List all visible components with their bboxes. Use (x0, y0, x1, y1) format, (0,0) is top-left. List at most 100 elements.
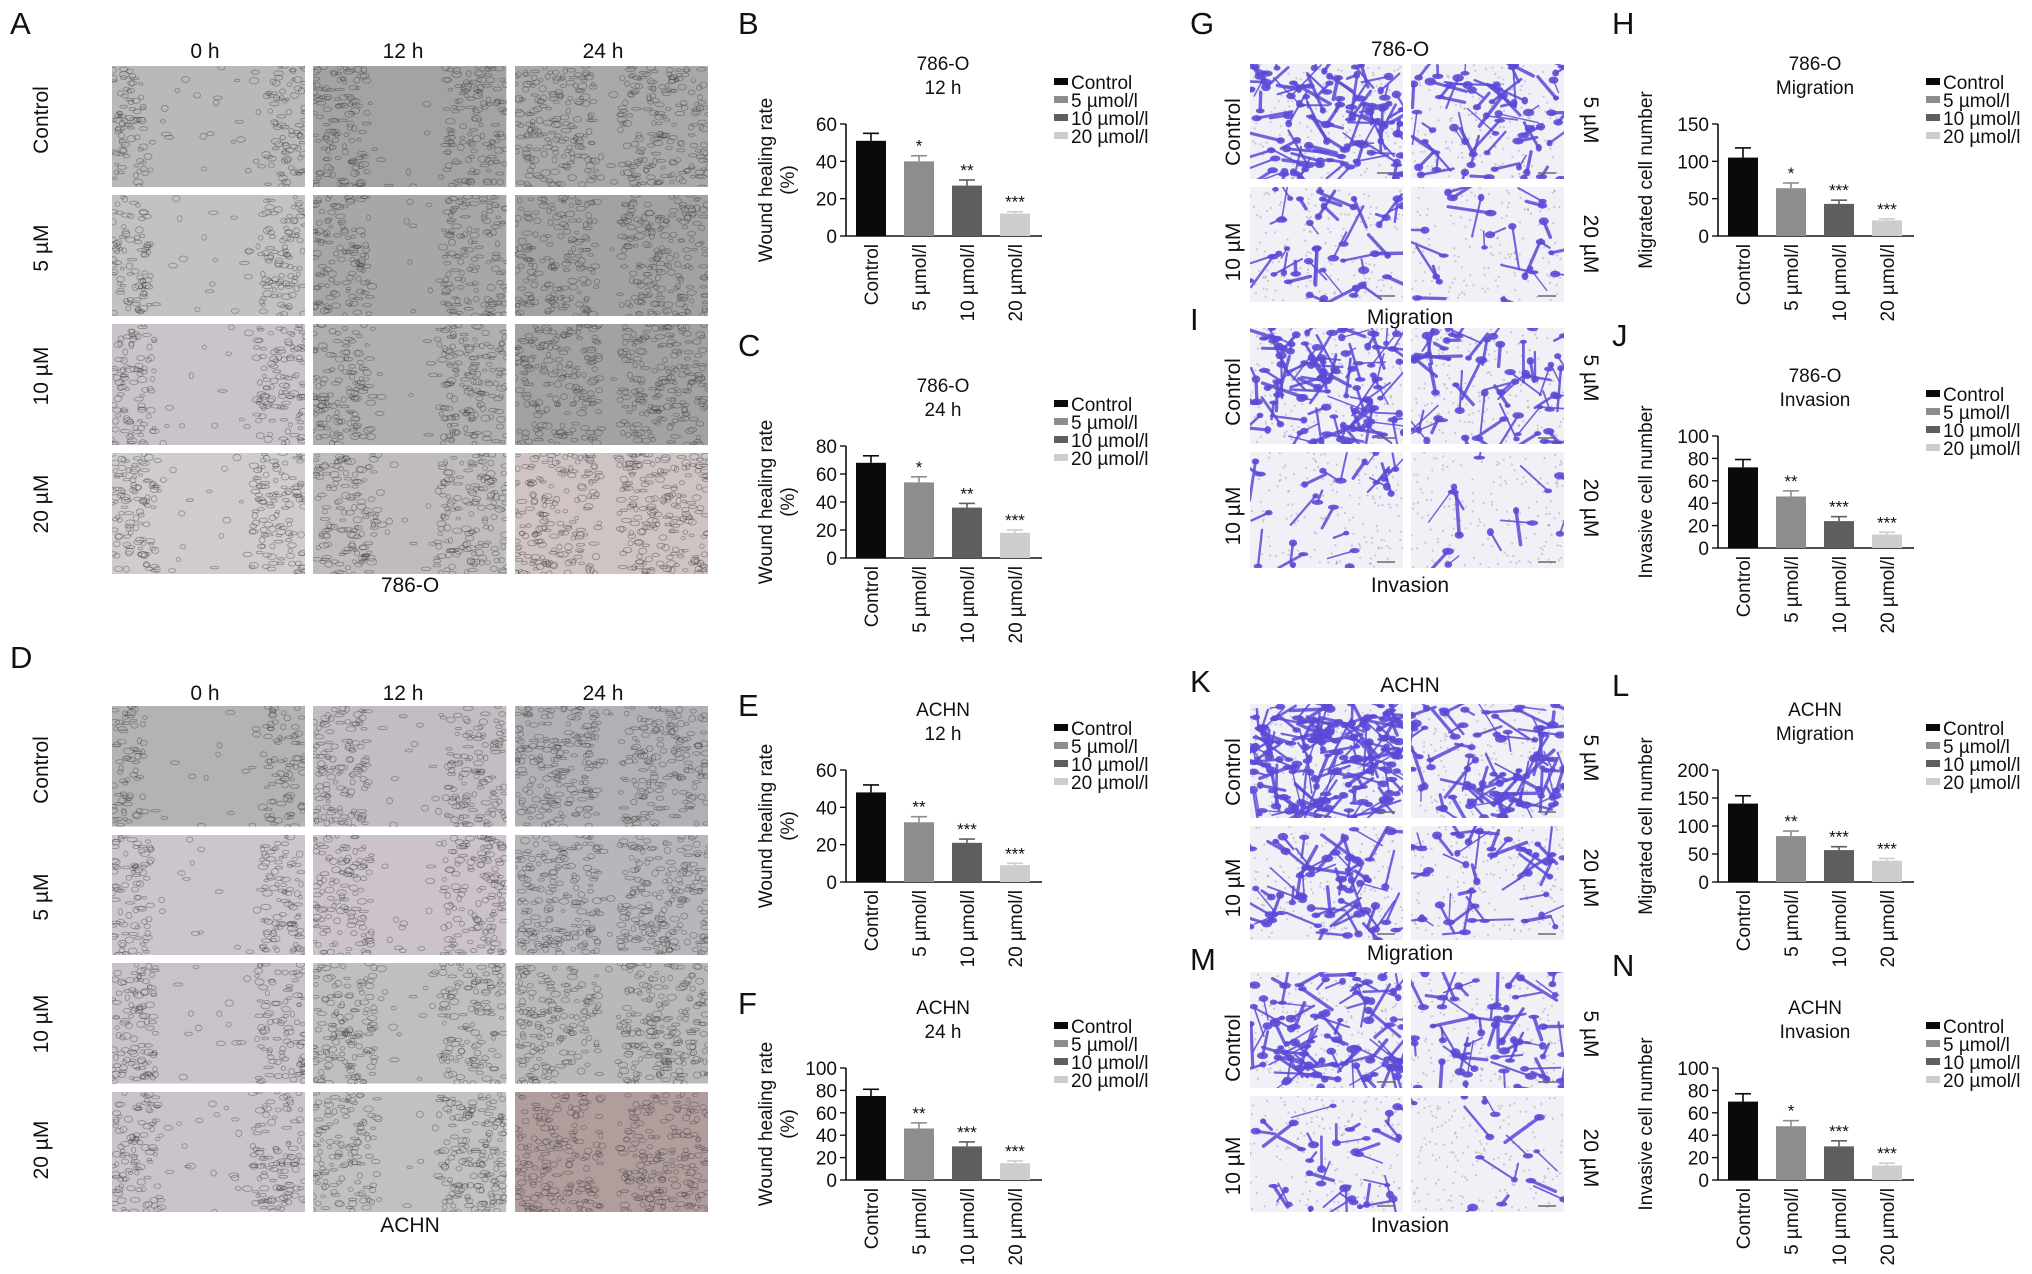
wound-micrograph (514, 706, 708, 827)
category-label: Control (862, 1188, 883, 1249)
bar (856, 792, 886, 882)
wound-micrograph (514, 324, 708, 445)
panel-letter-h: H (1612, 6, 1635, 41)
y-tick-label: 100 (805, 1059, 837, 1080)
panel-letter-c: C (738, 328, 761, 363)
category-label: 5 µmol/l (910, 1188, 931, 1255)
bar (1000, 532, 1030, 558)
chart-title: 786-O (917, 376, 970, 397)
panel-letter-f: F (738, 986, 757, 1021)
legend-swatch (1054, 760, 1068, 767)
bar-chart-achn-12h: 0 20 40 60 Wound healing rate (%) ACHN 12 h Cont… (756, 700, 1148, 967)
category-label: 5 µmol/l (1782, 1188, 1803, 1255)
legend-swatch (1054, 778, 1068, 785)
tw-row-label-10um-k: 10 µM (1222, 858, 1245, 918)
y-tick-label: 60 (1688, 1104, 1709, 1125)
bar (856, 1096, 886, 1180)
bar (1872, 1165, 1902, 1180)
panel-letter-i: I (1190, 302, 1199, 337)
caption-786o-transwell: 786-O (1370, 38, 1430, 61)
transwell-micrograph (1411, 452, 1564, 568)
bar (1824, 521, 1854, 548)
bar (1000, 1163, 1030, 1180)
wound-micrograph (313, 706, 507, 827)
row-label-20um-a: 20 µM (30, 474, 53, 534)
legend-label: Control (1071, 73, 1132, 94)
category-label: 10 µmol/l (958, 1188, 979, 1265)
y-tick-label: 80 (816, 437, 837, 458)
bar (952, 507, 982, 558)
significance-marker: ** (1784, 812, 1798, 831)
legend-swatch (1926, 390, 1940, 397)
legend-label: 20 µmol/l (1071, 127, 1148, 148)
legend-label: 20 µmol/l (1943, 773, 2020, 794)
legend-label: 5 µmol/l (1071, 91, 1138, 112)
y-axis-label: Wound healing rate (756, 744, 777, 908)
wound-micrograph (112, 963, 306, 1084)
bar (1824, 1146, 1854, 1180)
legend-label: 10 µmol/l (1943, 1053, 2020, 1074)
bar (1728, 467, 1758, 548)
transwell-micrograph (1250, 328, 1403, 444)
significance-marker: ** (960, 484, 974, 503)
legend-swatch (1926, 1076, 1940, 1083)
legend-swatch (1926, 132, 1940, 139)
legend-label: Control (1943, 385, 2004, 406)
y-tick-label: 20 (816, 1149, 837, 1170)
wound-micrograph (313, 1091, 507, 1212)
y-tick-label: 20 (1688, 517, 1709, 538)
legend-swatch (1926, 724, 1940, 731)
tw-row-label-control-i: Control (1222, 358, 1245, 426)
bar (856, 462, 886, 558)
transwell-micrograph (1411, 64, 1564, 179)
transwell-micrograph (1250, 1096, 1403, 1212)
caption-786o-migration: Migration (1366, 306, 1454, 329)
category-label: Control (1734, 1188, 1755, 1249)
bar (904, 822, 934, 882)
significance-marker: *** (957, 1123, 977, 1142)
legend-label: 10 µmol/l (1071, 109, 1148, 130)
significance-marker: *** (1005, 844, 1025, 863)
legend-swatch (1054, 78, 1068, 85)
legend-swatch (1054, 742, 1068, 749)
bar (1728, 803, 1758, 882)
category-label: 20 µmol/l (1878, 1188, 1899, 1265)
significance-marker: *** (1005, 1142, 1025, 1161)
category-label: 20 µmol/l (1006, 1188, 1027, 1265)
category-label: 5 µmol/l (910, 890, 931, 957)
tw-row-label-5um-g: 5 µM (1579, 96, 1602, 144)
y-tick-label: 40 (1688, 494, 1709, 515)
chart-title: 786-O (1789, 54, 1842, 75)
wound-micrograph (313, 66, 507, 187)
transwell-grid-achn-migration (1250, 704, 1564, 940)
significance-marker: ** (1784, 472, 1798, 491)
tw-row-label-control-k: Control (1222, 738, 1245, 806)
y-tick-label: 100 (1677, 1059, 1709, 1080)
transwell-micrograph (1250, 452, 1403, 568)
significance-marker: *** (1877, 513, 1897, 532)
significance-marker: *** (1005, 511, 1025, 530)
row-label-10um-d: 10 µM (30, 994, 53, 1054)
chart-subtitle: Invasion (1780, 1022, 1851, 1043)
wound-micrograph (514, 1091, 708, 1212)
significance-marker: * (1788, 164, 1795, 183)
significance-marker: *** (1877, 1144, 1897, 1163)
transwell-micrograph (1411, 704, 1564, 818)
panel-letter-k: K (1190, 664, 1211, 699)
tw-row-label-5um-i: 5 µM (1579, 354, 1602, 402)
wound-micrograph (112, 834, 306, 955)
legend-label: Control (1943, 719, 2004, 740)
transwell-micrograph (1250, 64, 1403, 179)
tw-row-label-20um-m: 20 µM (1579, 1128, 1602, 1188)
y-tick-label: 60 (816, 761, 837, 782)
chart-subtitle: Migration (1776, 724, 1854, 745)
category-label: Control (1734, 890, 1755, 951)
wound-healing-grid-achn (112, 706, 708, 1212)
bar (1872, 860, 1902, 882)
panel-letter-e: E (738, 688, 759, 723)
category-label: 10 µmol/l (958, 890, 979, 967)
wound-micrograph (514, 453, 708, 574)
bar-chart-achn-migration: 0 50 100 150 200 Migrated cell number ACHN Migr… (1636, 700, 2020, 967)
legend-swatch (1054, 96, 1068, 103)
transwell-grid-achn-invasion (1250, 972, 1564, 1212)
